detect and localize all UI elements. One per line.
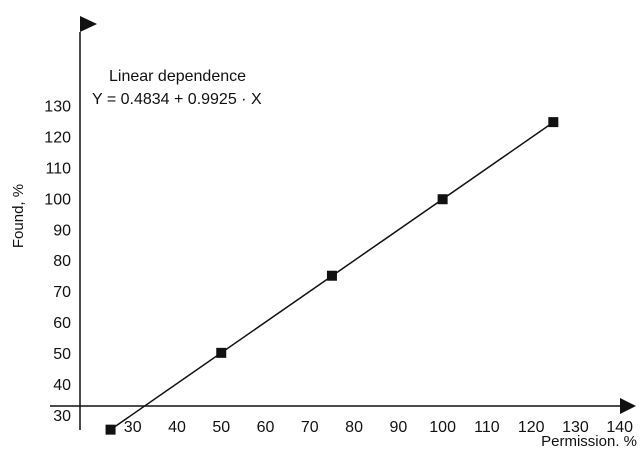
x-tick-label-40: 40 — [168, 419, 186, 436]
data-point-4 — [437, 194, 448, 205]
x-tick-label-50: 50 — [212, 419, 230, 436]
x-tick-label-90: 90 — [389, 419, 407, 436]
y-tick-label-110: 110 — [45, 160, 71, 177]
annotation-equation: Y = 0.4834 + 0.9925 · X — [92, 91, 262, 108]
data-point-3 — [326, 270, 337, 281]
y-tick-label-50: 50 — [53, 346, 71, 363]
data-point-5 — [548, 117, 559, 128]
x-tick-label-110: 110 — [474, 419, 500, 436]
x-tick-labels: 30 40 50 60 70 80 90 100 110 120 130 140 — [124, 419, 633, 436]
y-tick-label-70: 70 — [53, 284, 71, 301]
y-tick-label-30: 30 — [53, 408, 71, 425]
x-tick-label-130: 130 — [562, 419, 589, 436]
plot-area — [105, 117, 559, 435]
y-tick-label-130: 130 — [44, 98, 71, 115]
y-axis-arrow — [80, 16, 97, 32]
x-axis-arrow — [620, 398, 636, 414]
y-tick-label-120: 120 — [44, 129, 71, 146]
x-axis-title: Permission. % — [541, 433, 637, 450]
x-tick-label-30: 30 — [124, 419, 142, 436]
y-tick-label-60: 60 — [53, 315, 71, 332]
annotation-title: Linear dependence — [109, 68, 246, 85]
x-tick-label-120: 120 — [518, 419, 545, 436]
y-tick-label-40: 40 — [53, 377, 71, 394]
x-tick-label-140: 140 — [606, 419, 633, 436]
y-tick-label-80: 80 — [53, 253, 71, 270]
x-tick-label-100: 100 — [429, 419, 456, 436]
data-point-2 — [216, 347, 227, 358]
y-tick-label-90: 90 — [53, 222, 71, 239]
y-axis-title: Found, % — [10, 184, 27, 248]
y-tick-labels: 30 40 50 60 70 80 90 100 110 120 130 — [44, 98, 71, 425]
x-tick-label-60: 60 — [257, 419, 275, 436]
x-tick-label-70: 70 — [301, 419, 319, 436]
data-point-1 — [105, 424, 116, 435]
x-tick-label-80: 80 — [345, 419, 363, 436]
y-tick-label-100: 100 — [44, 191, 71, 208]
